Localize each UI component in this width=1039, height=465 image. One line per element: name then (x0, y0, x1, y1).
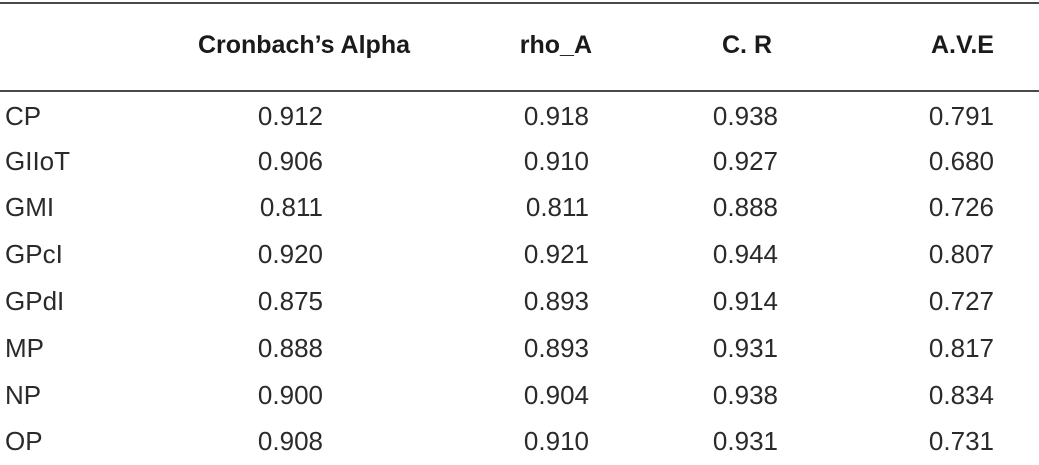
ave-cell: 0.807 (928, 239, 994, 270)
rho-a-cell: 0.893 (523, 332, 589, 363)
rho-a-cell: 0.811 (525, 192, 589, 223)
cr-cell: 0.931 (712, 332, 778, 363)
table-row: GPcI 0.920 0.921 0.944 0.807 (0, 231, 1039, 278)
cronbachs-alpha-cell: 0.811 (259, 192, 323, 223)
cronbachs-alpha-cell: 0.920 (257, 239, 323, 270)
table-header-rule (0, 90, 1039, 92)
cr-cell: 0.938 (712, 100, 778, 131)
header-row: Cronbach’s Alpha rho_A C. R A.V.E (0, 0, 1039, 91)
cronbachs-alpha-cell: 0.906 (257, 145, 323, 176)
cronbachs-alpha-cell: 0.875 (257, 286, 323, 317)
table-top-rule (0, 2, 1039, 4)
cronbachs-alpha-cell: 0.912 (257, 100, 323, 131)
header-cell-cronbachs-alpha: Cronbach’s Alpha (197, 31, 410, 59)
cr-cell: 0.914 (712, 286, 778, 317)
table-body: CP 0.912 0.918 0.938 0.791 GIIoT 0.906 0… (0, 91, 1039, 465)
row-label: OP (5, 426, 43, 457)
header-cell-blank (0, 0, 110, 91)
table-row: NP 0.900 0.904 0.938 0.834 (0, 372, 1039, 419)
cr-cell: 0.931 (712, 426, 778, 457)
rho-a-cell: 0.918 (523, 100, 589, 131)
header-cell-cr: C. R (722, 31, 772, 59)
row-label: MP (5, 332, 44, 363)
cr-cell: 0.927 (712, 145, 778, 176)
row-label: GIIoT (5, 145, 71, 176)
rho-a-cell: 0.904 (523, 379, 589, 410)
header-cell-ave: A.V.E (930, 31, 994, 59)
rho-a-cell: 0.893 (523, 286, 589, 317)
cronbachs-alpha-cell: 0.908 (257, 426, 323, 457)
cronbachs-alpha-cell: 0.900 (257, 379, 323, 410)
row-label: GPcI (5, 239, 63, 270)
table-row: GMI 0.811 0.811 0.888 0.726 (0, 185, 1039, 232)
cr-cell: 0.938 (712, 379, 778, 410)
ave-cell: 0.731 (928, 426, 994, 457)
table-row: MP 0.888 0.893 0.931 0.817 (0, 325, 1039, 372)
row-label: GPdI (5, 286, 65, 317)
table-header: Cronbach’s Alpha rho_A C. R A.V.E (0, 0, 1039, 91)
ave-cell: 0.791 (928, 100, 994, 131)
rho-a-cell: 0.921 (523, 239, 589, 270)
rho-a-cell: 0.910 (523, 426, 589, 457)
row-label: CP (5, 100, 42, 131)
ave-cell: 0.817 (928, 332, 994, 363)
ave-cell: 0.680 (928, 145, 994, 176)
table-row: OP 0.908 0.910 0.931 0.731 (0, 419, 1039, 465)
cr-cell: 0.944 (712, 239, 778, 270)
cronbachs-alpha-cell: 0.888 (257, 332, 323, 363)
table-row: CP 0.912 0.918 0.938 0.791 (0, 91, 1039, 138)
cr-cell: 0.888 (712, 192, 778, 223)
table-row: GPdI 0.875 0.893 0.914 0.727 (0, 278, 1039, 325)
rho-a-cell: 0.910 (523, 145, 589, 176)
ave-cell: 0.726 (928, 192, 994, 223)
header-cell-rho-a: rho_A (519, 31, 592, 59)
row-label: GMI (5, 192, 55, 223)
ave-cell: 0.834 (928, 379, 994, 410)
row-label: NP (5, 379, 42, 410)
table-row: GIIoT 0.906 0.910 0.927 0.680 (0, 138, 1039, 185)
ave-cell: 0.727 (928, 286, 994, 317)
